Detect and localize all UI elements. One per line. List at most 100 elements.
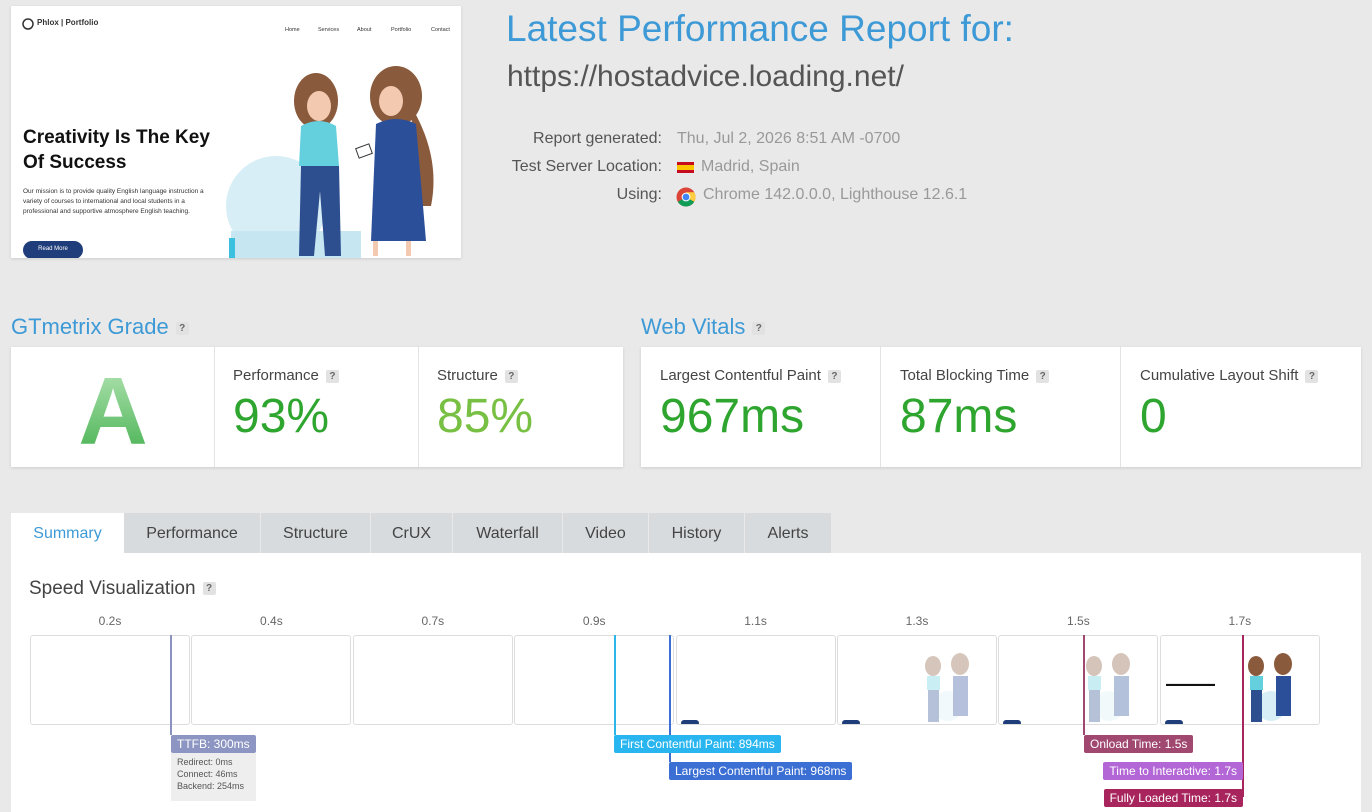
- time-label: 1.7s: [1228, 614, 1252, 628]
- onload-line: [1083, 635, 1085, 735]
- time-label: 0.7s: [421, 614, 445, 628]
- vital-label: Cumulative Layout Shift: [1140, 367, 1299, 384]
- metric-label-wrap: Structure?: [437, 367, 518, 384]
- frame-art: [680, 720, 699, 724]
- section-title: Web Vitals?: [641, 314, 766, 340]
- frame-art: [1003, 653, 1131, 724]
- filmstrip-frame: ▬▬▬▬▬▬▬: [1159, 635, 1320, 725]
- meta-value: Chrome 142.0.0.0, Lighthouse 12.6.1: [703, 186, 968, 203]
- report-title: Latest Performance Report for:: [506, 8, 1014, 49]
- thumb-nav: Home: [285, 27, 300, 33]
- ttfb-details: Redirect: 0ms Connect: 46ms Backend: 254…: [171, 753, 256, 801]
- fcp-label: First Contentful Paint: 894ms: [614, 735, 781, 753]
- vitals-card: Largest Contentful Paint? 967ms Total Bl…: [641, 347, 1361, 467]
- tab[interactable]: Waterfall: [453, 513, 563, 553]
- meta-label: Test Server Location:: [511, 158, 662, 175]
- metric-label: Performance: [233, 367, 319, 384]
- time-label: 1.5s: [1067, 614, 1090, 628]
- tab[interactable]: History: [649, 513, 745, 553]
- thumb-text: Our mission is to provide quality Englis…: [23, 188, 204, 195]
- fully-loaded-label: Fully Loaded Time: 1.7s: [1103, 789, 1243, 807]
- speed-title-wrap: Speed Visualization?: [29, 578, 216, 600]
- svg-text:▬▬▬▬▬▬▬: ▬▬▬▬▬▬▬: [1166, 681, 1215, 688]
- speed-title: Speed Visualization: [29, 578, 196, 599]
- help-icon[interactable]: ?: [504, 369, 518, 383]
- filmstrip-frame: [675, 635, 836, 725]
- tab[interactable]: Performance: [124, 513, 261, 553]
- thumb-nav: Portfolio: [391, 27, 412, 33]
- tab[interactable]: Structure: [261, 513, 371, 553]
- help-icon[interactable]: ?: [752, 321, 766, 335]
- tab[interactable]: Video: [563, 513, 649, 553]
- vital-cell: Cumulative Layout Shift? 0: [1121, 347, 1361, 467]
- ttfb-detail: Redirect: 0ms: [177, 757, 233, 767]
- thumb-nav: Services: [318, 27, 340, 33]
- vital-value: 967ms: [660, 390, 805, 443]
- vital-cell: Total Blocking Time? 87ms: [881, 347, 1121, 467]
- meta-value: Thu, Jul 2, 2026 8:51 AM -0700: [677, 130, 901, 147]
- metric-label-wrap: Performance?: [233, 367, 339, 384]
- tab[interactable]: CrUX: [371, 513, 453, 553]
- vitals-title: Web Vitals: [641, 314, 746, 339]
- filmstrip-frame: [837, 635, 997, 725]
- metric-cell: Structure? 85%: [418, 347, 623, 467]
- thumb-text: professional and supportive atmosphere E…: [23, 208, 190, 215]
- thumb-text: variety of courses to international and …: [23, 198, 185, 205]
- vital-label: Largest Contentful Paint: [660, 367, 821, 384]
- time-label: 0.4s: [260, 614, 283, 628]
- thumb-logo: Phlox | Portfolio: [37, 18, 99, 27]
- grade-cell: A: [11, 347, 215, 467]
- fcp-line: [614, 635, 616, 735]
- thumb-headline: Creativity Is The Key: [23, 127, 210, 148]
- ttfb-label: TTFB: 300ms: [171, 735, 256, 753]
- filmstrip-frame: [30, 635, 190, 725]
- thumbnail-art: [22, 18, 434, 258]
- vital-label: Total Blocking Time: [900, 367, 1030, 384]
- help-icon[interactable]: ?: [325, 369, 339, 383]
- help-icon[interactable]: ?: [202, 582, 216, 596]
- metric-value: 85%: [437, 390, 534, 443]
- meta-label: Using:: [616, 186, 662, 203]
- vital-label-wrap: Cumulative Layout Shift?: [1140, 367, 1319, 384]
- vital-label-wrap: Largest Contentful Paint?: [660, 367, 841, 384]
- vital-label-wrap: Total Blocking Time?: [900, 367, 1050, 384]
- vital-cell: Largest Contentful Paint? 967ms: [641, 347, 881, 467]
- chrome-icon: [676, 187, 696, 207]
- ttfb-detail: Backend: 254ms: [177, 781, 245, 791]
- filmstrip-frame: [191, 635, 352, 725]
- thumb-button: Read More: [38, 246, 68, 252]
- thumb-nav: Contact: [431, 27, 450, 33]
- flag-spain: [677, 162, 694, 173]
- help-icon[interactable]: ?: [1305, 369, 1319, 383]
- time-label: 1.1s: [744, 614, 767, 628]
- lcp-line: [669, 635, 671, 762]
- help-icon[interactable]: ?: [827, 369, 841, 383]
- grade-title: GTmetrix Grade: [11, 314, 169, 339]
- tab[interactable]: Summary: [11, 513, 125, 553]
- time-label: 0.2s: [98, 614, 122, 628]
- metric-label: Structure: [437, 367, 498, 384]
- site-thumbnail: Phlox | Portfolio Home Services About Po…: [11, 6, 461, 258]
- thumb-nav: About: [357, 27, 372, 33]
- report-url[interactable]: https://hostadvice.loading.net/: [507, 60, 904, 93]
- frame-art: ▬▬▬▬▬▬▬: [1164, 653, 1292, 724]
- section-title: GTmetrix Grade?: [11, 314, 189, 340]
- time-label: 0.9s: [582, 614, 606, 628]
- filmstrip-frame: [514, 635, 675, 725]
- tti-label: Time to Interactive: 1.7s: [1103, 762, 1243, 780]
- frame-art: [842, 653, 969, 724]
- help-icon[interactable]: ?: [1036, 369, 1050, 383]
- grade-letter-svg: A: [78, 358, 147, 465]
- grade-letter: A: [78, 358, 147, 465]
- grade-card: A Performance? 93% Structure? 85%: [11, 347, 623, 467]
- meta-value: Madrid, Spain: [701, 158, 800, 175]
- metric-cell: Performance? 93%: [214, 347, 419, 467]
- onload-label: Onload Time: 1.5s: [1084, 735, 1194, 753]
- meta-label: Report generated:: [533, 130, 662, 147]
- help-icon[interactable]: ?: [175, 321, 189, 335]
- filmstrip-frame: [352, 635, 513, 725]
- tab[interactable]: Alerts: [745, 513, 832, 553]
- ttfb-line: [170, 635, 172, 735]
